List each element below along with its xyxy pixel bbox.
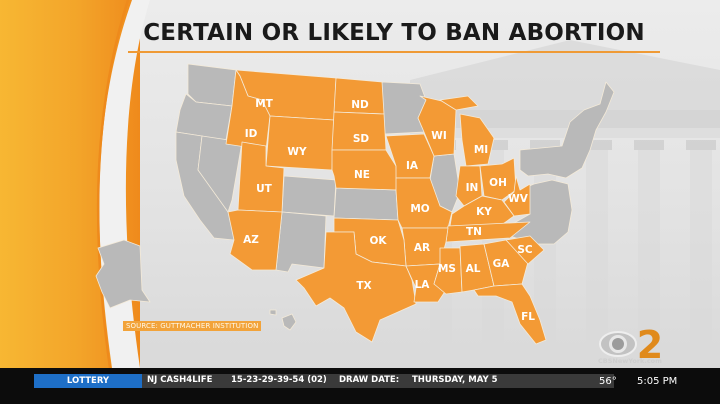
state-label-oh: OH <box>489 177 507 189</box>
us-map: MT ND SD WY NE ID UT AZ IA MO WI MI IN OH KY WV TN OK AR TX… <box>95 63 615 345</box>
ticker-category-badge: LOTTERY <box>34 374 142 388</box>
temperature: 56° <box>599 376 617 387</box>
logo-number: 2 <box>637 323 663 367</box>
non-ban-states <box>95 63 615 331</box>
state-label-sc: SC <box>517 244 533 256</box>
state-label-mo: MO <box>410 203 429 215</box>
ticker-draw-date: THURSDAY, MAY 5 <box>412 375 498 385</box>
state-label-ia: IA <box>406 160 419 172</box>
state-label-wy: WY <box>287 146 307 158</box>
state-label-wi: WI <box>431 130 447 142</box>
logo-website: CBSNewYork.com <box>598 357 662 365</box>
clock-time: 5:05 PM <box>637 376 678 387</box>
state-label-az: AZ <box>243 234 259 246</box>
ticker-draw-label: DRAW DATE: <box>339 375 400 385</box>
state-label-ky: KY <box>476 206 492 218</box>
state-label-ne: NE <box>354 169 370 181</box>
state-label-ar: AR <box>414 242 430 254</box>
state-label-mt: MT <box>255 98 273 110</box>
page-title: CERTAIN OR LIKELY TO BAN ABORTION <box>143 20 645 46</box>
ban-states <box>225 69 547 345</box>
state-label-al: AL <box>466 263 481 275</box>
cbs2-logo: 2 <box>599 323 663 367</box>
ticker-game: NJ CASH4LIFE <box>147 375 213 385</box>
state-label-mi: MI <box>474 144 488 156</box>
state-label-in: IN <box>466 182 479 194</box>
state-label-fl: FL <box>521 311 535 323</box>
state-label-wv: WV <box>508 193 529 205</box>
state-label-ok: OK <box>369 235 387 247</box>
state-label-sd: SD <box>353 133 370 145</box>
state-label-tx: TX <box>356 280 371 292</box>
state-label-ms: MS <box>438 263 456 275</box>
state-label-ut: UT <box>256 183 273 195</box>
title-underline <box>128 51 660 53</box>
ticker-info-bar <box>142 374 614 388</box>
state-label-id: ID <box>245 128 258 140</box>
state-labels: MT ND SD WY NE ID UT AZ IA MO WI MI IN OH KY WV TN OK AR TX… <box>243 98 535 323</box>
state-label-ga: GA <box>493 258 511 270</box>
source-caption: SOURCE: GUTTMACHER INSTITUTION <box>123 321 262 331</box>
state-label-tn: TN <box>466 226 482 238</box>
state-label-nd: ND <box>351 99 369 111</box>
ticker-numbers: 15-23-29-39-54 (02) <box>231 375 327 385</box>
state-label-la: LA <box>415 279 431 291</box>
